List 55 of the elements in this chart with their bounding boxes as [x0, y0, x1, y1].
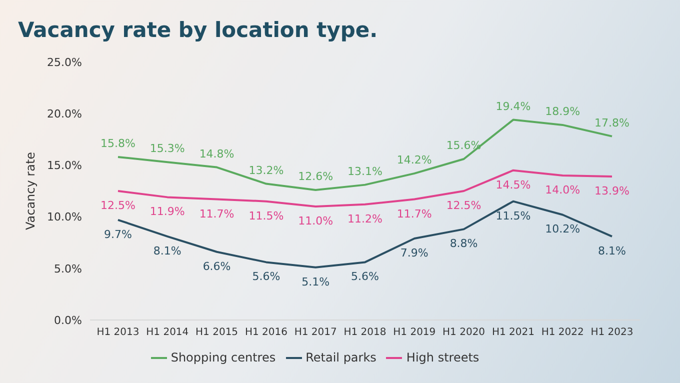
x-tick-label: H1 2019 [393, 327, 436, 338]
y-tick-label: 15.0% [47, 159, 82, 172]
data-label: 14.8% [199, 147, 234, 160]
x-tick-label: H1 2022 [541, 327, 584, 338]
y-tick-label: 5.0% [54, 262, 82, 276]
data-label: 19.4% [496, 100, 531, 113]
data-label: 11.2% [348, 212, 382, 226]
data-label: 5.6% [252, 270, 280, 284]
data-label: 6.6% [202, 260, 231, 273]
legend-label: Shopping centres [170, 350, 276, 364]
y-tick-label: 25.0% [47, 56, 82, 69]
data-label: 9.7% [104, 228, 132, 241]
data-label: 13.2% [248, 164, 284, 177]
data-label: 13.9% [594, 184, 630, 198]
x-tick-label: H1 2021 [492, 327, 534, 338]
data-label: 11.5% [248, 209, 284, 222]
y-tick-label: 10.0% [47, 210, 82, 224]
data-label: 13.1% [348, 164, 382, 178]
data-label: 11.5% [496, 209, 531, 222]
data-label: 12.5% [100, 199, 136, 212]
data-label: 15.3% [150, 142, 185, 156]
data-label: 15.8% [100, 136, 136, 150]
y-tick-label: 20.0% [47, 108, 82, 121]
data-label: 8.8% [450, 237, 478, 250]
data-label: 12.5% [446, 199, 482, 212]
data-label: 17.8% [594, 116, 630, 130]
x-tick-label: H1 2018 [344, 327, 386, 338]
x-tick-label: H1 2016 [244, 327, 288, 338]
data-label: 12.6% [298, 170, 334, 183]
chart-title: Vacancy rate by location type. [18, 18, 378, 42]
data-label: 14.2% [396, 153, 432, 166]
x-tick-label: H1 2020 [442, 327, 486, 338]
data-label: 18.9% [545, 104, 580, 118]
data-label: 15.6% [446, 139, 482, 152]
data-label: 11.0% [298, 214, 334, 228]
data-label: 10.2% [545, 222, 580, 236]
data-label: 14.0% [545, 184, 580, 197]
x-tick-label: H1 2013 [96, 327, 140, 338]
y-tick-label: 0.0% [54, 314, 82, 327]
legend-label: High streets [406, 350, 480, 364]
x-tick-label: H1 2017 [294, 327, 337, 338]
data-label: 11.9% [150, 205, 185, 218]
data-label: 14.5% [496, 178, 531, 192]
data-label: 11.7% [199, 207, 234, 220]
x-tick-label: H1 2014 [146, 327, 189, 338]
data-label: 7.9% [400, 246, 428, 260]
x-tick-label: H1 2023 [590, 327, 634, 338]
data-label: 5.1% [302, 275, 330, 288]
legend-label: Retail parks [306, 350, 376, 364]
data-label: 5.6% [351, 270, 379, 284]
data-label: 8.1% [598, 244, 626, 258]
data-label: 11.7% [396, 207, 432, 220]
y-axis-title: Vacancy rate [23, 152, 38, 230]
x-tick-label: H1 2015 [196, 327, 238, 338]
data-label: 8.1% [153, 244, 182, 258]
